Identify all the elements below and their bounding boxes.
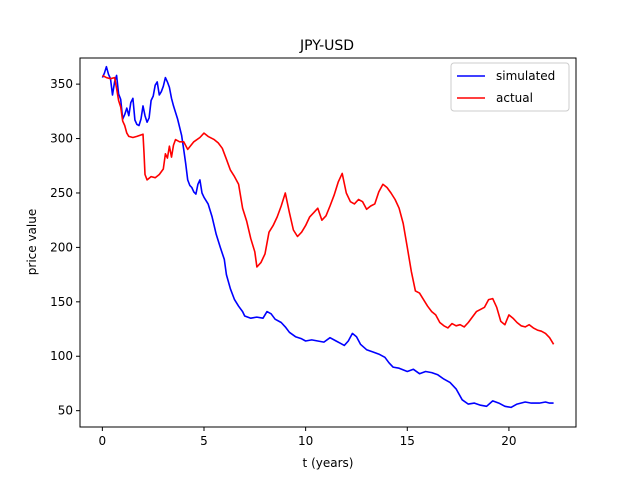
y-tick-label: 100 xyxy=(50,349,73,363)
legend-label-actual: actual xyxy=(496,91,533,105)
x-tick-label: 5 xyxy=(200,434,208,448)
y-axis-label: price value xyxy=(25,209,39,275)
legend-box xyxy=(450,62,570,112)
x-axis: 0 5 10 15 20 xyxy=(99,427,517,448)
y-tick-label: 300 xyxy=(50,132,73,146)
x-axis-label: t (years) xyxy=(303,456,354,470)
y-tick-label: 50 xyxy=(58,404,73,418)
legend-label-simulated: simulated xyxy=(496,69,555,83)
plot-frame xyxy=(79,57,577,428)
x-tick-label: 0 xyxy=(99,434,107,448)
series-line-simulated xyxy=(101,65,554,409)
series-layer xyxy=(101,65,555,409)
chart-title: JPY-USD xyxy=(299,38,354,54)
x-tick-label: 20 xyxy=(501,434,516,448)
x-tick-label: 15 xyxy=(400,434,415,448)
series-line-actual xyxy=(102,74,555,345)
y-tick-label: 200 xyxy=(50,240,73,254)
y-axis: 50 100 150 200 250 300 350 xyxy=(50,77,80,418)
legend: simulated actual xyxy=(450,62,570,112)
y-tick-label: 250 xyxy=(50,186,73,200)
y-tick-label: 350 xyxy=(50,77,73,91)
x-tick-label: 10 xyxy=(298,434,313,448)
y-tick-label: 150 xyxy=(50,295,73,309)
